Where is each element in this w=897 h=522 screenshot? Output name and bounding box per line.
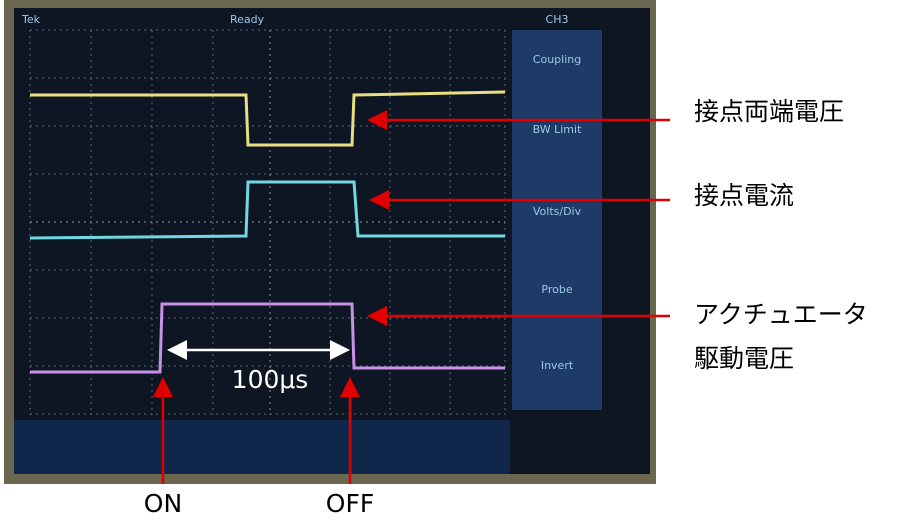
time-span-label: 100μs [232, 365, 309, 394]
annotation-label: アクチュエータ [694, 300, 868, 329]
trace-ch1 [30, 90, 506, 147]
annotation-label: 接点電流 [694, 181, 794, 210]
on-label: ON [144, 489, 182, 518]
menu-item: Coupling [533, 53, 581, 66]
scope-status: Ready [230, 13, 265, 26]
menu-panel [512, 30, 602, 410]
menu-item: Probe [541, 283, 572, 296]
annotation-label: 駆動電圧 [694, 344, 794, 373]
menu-item: Invert [541, 359, 574, 372]
menu-item: Volts/Div [533, 205, 582, 218]
annotation-label: 接点両端電圧 [694, 97, 844, 126]
status-bar [14, 420, 510, 474]
trace-ch3 [30, 302, 505, 374]
off-label: OFF [326, 489, 374, 518]
grid [29, 29, 506, 415]
scope-brand: Tek [21, 13, 41, 26]
scope-channel: CH3 [546, 13, 569, 26]
trace-ch2 [29, 180, 505, 240]
menu-item: BW Limit [533, 123, 582, 136]
